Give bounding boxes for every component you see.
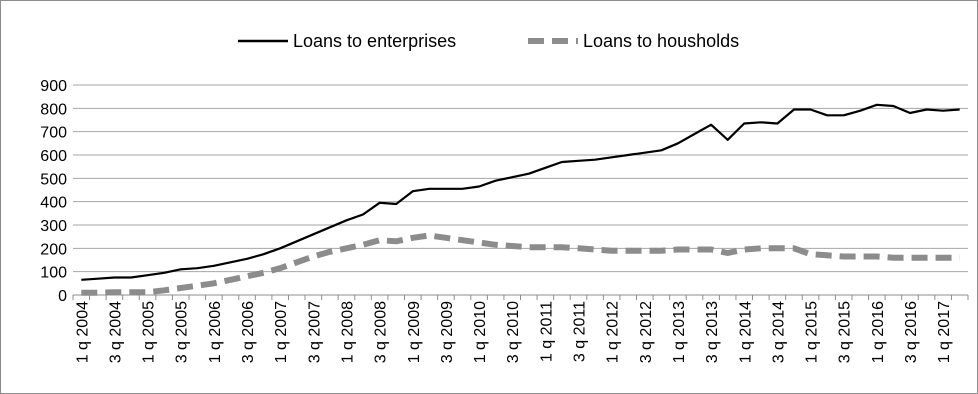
y-tick-label: 600	[40, 148, 67, 165]
x-tick-label: 3 q 2006	[240, 301, 257, 363]
x-tick-label: 1 q 2007	[273, 301, 290, 363]
x-tick-label: 3 q 2014	[770, 301, 787, 363]
y-tick-label: 800	[40, 101, 67, 118]
legend-label-enterprises: Loans to enterprises	[293, 31, 456, 51]
y-tick-label: 200	[40, 241, 67, 258]
x-tick-label: 3 q 2015	[837, 301, 854, 363]
y-tick-label: 700	[40, 125, 67, 142]
y-tick-label: 300	[40, 218, 67, 235]
x-tick-label: 1 q 2006	[207, 301, 224, 363]
x-tick-label: 3 q 2013	[704, 301, 721, 363]
x-tick-label: 1 q 2015	[804, 301, 821, 363]
y-tick-label: 0	[58, 288, 67, 305]
x-tick-label: 3 q 2008	[373, 301, 390, 363]
x-tick-label: 1 q 2008	[339, 301, 356, 363]
series-line-enterprises	[81, 103, 960, 281]
x-tick-label: 1 q 2011	[538, 301, 555, 362]
y-axis: 0 100 200 300 400 500 600 700 800 900	[40, 78, 67, 305]
x-tick-label: 3 q 2012	[638, 301, 655, 363]
series-line-households	[81, 232, 960, 296]
x-tick-label: 3 q 2005	[174, 301, 191, 363]
x-tick-label: 3 q 2010	[505, 301, 522, 363]
x-tick-label: 1 q 2017	[936, 301, 953, 363]
x-tick-label: 3 q 2009	[439, 301, 456, 363]
series-group	[81, 103, 960, 296]
y-tick-label: 400	[40, 195, 67, 212]
x-tick-label: 1 q 2012	[605, 301, 622, 363]
x-tick-label: 1 q 2016	[870, 301, 887, 363]
x-tick-label: 3 q 2011	[572, 301, 589, 362]
x-tick-label: 1 q 2005	[141, 301, 158, 363]
y-tick-label: 100	[40, 265, 67, 282]
x-tick-label: 1 q 2004	[74, 301, 91, 363]
x-tick-label: 1 q 2014	[737, 301, 754, 363]
x-tick-label: 3 q 2016	[903, 301, 920, 363]
x-tick-label: 3 q 2007	[306, 301, 323, 363]
x-tick-label: 1 q 2013	[671, 301, 688, 363]
x-tick-label: 1 q 2009	[406, 301, 423, 363]
legend: Loans to enterprises Loans to housholds	[238, 31, 739, 51]
y-tick-label: 500	[40, 171, 67, 188]
legend-label-households: Loans to housholds	[583, 31, 739, 51]
x-tick-label: 1 q 2010	[472, 301, 489, 363]
y-tick-label: 900	[40, 78, 67, 95]
x-axis: 1 q 2004 3 q 2004 1 q 2005 3 q 2005 1 q 2006…	[72, 294, 969, 363]
x-tick-label: 3 q 2004	[107, 301, 124, 363]
